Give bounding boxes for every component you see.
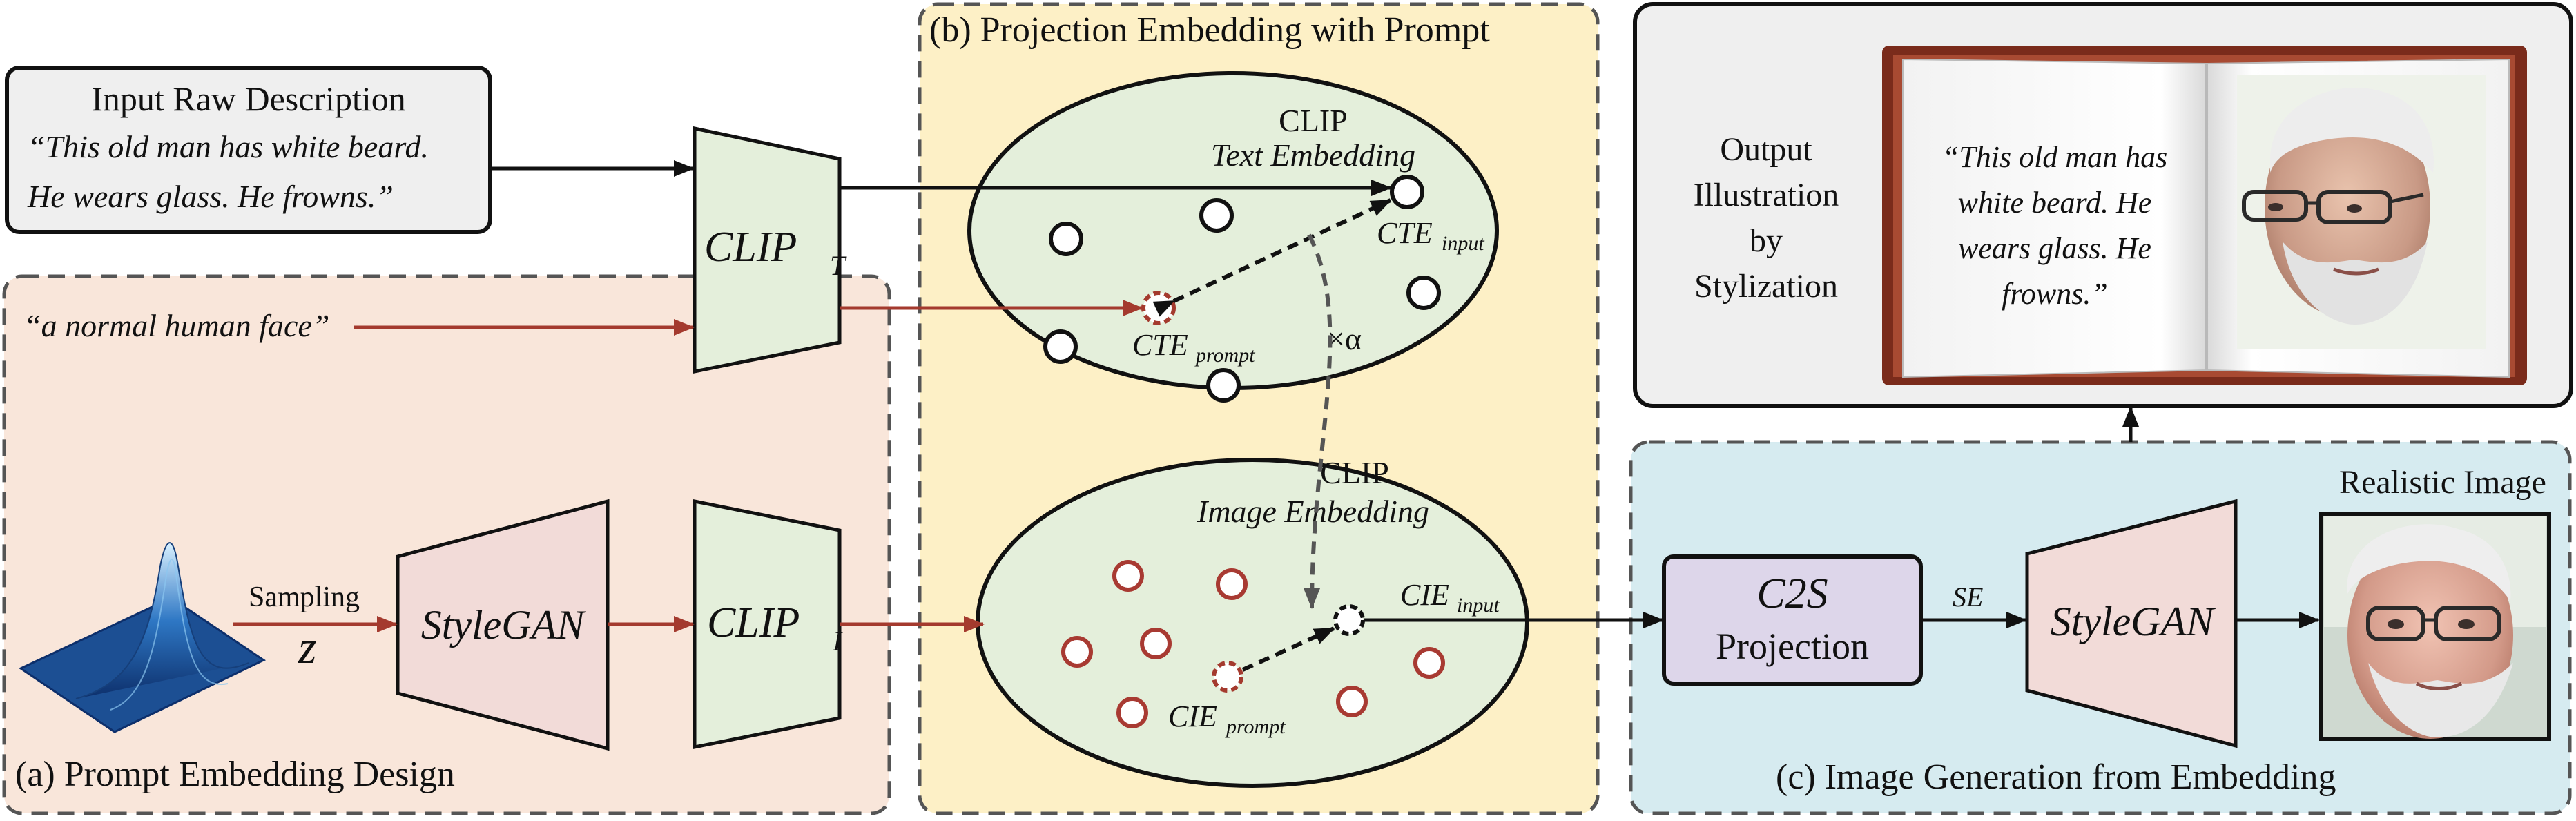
clip-image-encoder: CLIP I	[693, 499, 843, 750]
storybook-image: “This old man has white beard. He wears …	[1882, 46, 2527, 385]
text-embedding-point	[1206, 368, 1241, 403]
alpha-label: ×α	[1327, 321, 1362, 356]
projection-label: Projection	[1716, 626, 1869, 667]
panel-c-title: (c) Image Generation from Embedding	[1776, 757, 2336, 797]
gaussian-distribution-icon	[18, 542, 267, 733]
se-label: SE	[1953, 581, 1983, 612]
book-quote-line-4: frowns.”	[2002, 277, 2108, 311]
text-embedding-subtitle: Text Embedding	[1211, 137, 1415, 173]
image-embedding-point	[1112, 560, 1144, 592]
image-embedding-point	[1216, 568, 1248, 600]
latent-z-label: z	[298, 621, 316, 673]
panel-b-title: (b) Projection Embedding with Prompt	[929, 10, 1490, 50]
text-embedding-point	[1043, 329, 1078, 364]
clip-t-subscript: T	[830, 250, 847, 281]
c2s-projection-block: C2S Projection	[1662, 554, 1923, 686]
cie-input-point	[1333, 604, 1365, 636]
flow-arrows	[233, 160, 2320, 672]
book-quote-line-2: white beard. He	[1958, 186, 2152, 220]
cie-input-subscript: input	[1457, 594, 1500, 617]
book-quote-line-1: “This old man has	[1942, 140, 2167, 174]
cie-prompt-label: CIE	[1168, 699, 1217, 733]
book-quote-line-3: wears glass. He	[1958, 231, 2151, 265]
image-embedding-point	[1140, 628, 1172, 659]
input-text-line-2: He wears glass. He frowns.”	[27, 179, 394, 214]
output-label-line-2: Illustration	[1694, 177, 1839, 213]
panel-a-title: (a) Prompt Embedding Design	[15, 755, 455, 794]
text-embedding-point	[1406, 276, 1441, 310]
realistic-image-label: Realistic Image	[2339, 464, 2546, 501]
text-embedding-title: CLIP	[1279, 103, 1348, 138]
cte-input-subscript: input	[1442, 232, 1484, 255]
cte-prompt-subscript: prompt	[1194, 344, 1255, 367]
sampling-label: Sampling	[249, 581, 360, 613]
image-embedding-point	[1413, 647, 1445, 679]
cie-prompt-point	[1212, 661, 1243, 693]
realistic-face-image	[2319, 512, 2551, 741]
clip-text-encoder: CLIP T	[693, 126, 847, 374]
image-embedding-subtitle: Image Embedding	[1197, 494, 1429, 529]
input-text-line-1: “This old man has white beard.	[28, 129, 429, 164]
stylegan-a-label: StyleGAN	[421, 602, 587, 648]
alpha-transfer-arrow	[1304, 233, 1333, 609]
stylegan-generator-a: StyleGAN	[396, 499, 610, 751]
input-box-title: Input Raw Description	[91, 79, 405, 118]
cte-difference-arrow	[1152, 198, 1392, 317]
output-label-line-1: Output	[1720, 131, 1812, 168]
clip-i-label: CLIP	[707, 599, 800, 646]
output-label-line-3: by	[1750, 222, 1783, 259]
clip-t-label: CLIP	[704, 224, 797, 271]
stylegan-c-label: StyleGAN	[2051, 599, 2216, 644]
cie-prompt-subscript: prompt	[1225, 715, 1286, 738]
image-embedding-point	[1336, 686, 1368, 717]
stylegan-generator-c: StyleGAN	[2025, 499, 2238, 748]
cte-prompt-label: CTE	[1132, 328, 1188, 362]
output-label-line-4: Stylization	[1694, 268, 1838, 305]
cie-input-label: CIE	[1400, 578, 1449, 612]
image-embedding-point	[1061, 636, 1093, 668]
cte-input-point	[1390, 175, 1424, 209]
text-embedding-point	[1199, 198, 1234, 233]
input-description-box: Input Raw Description “This old man has …	[5, 66, 492, 234]
image-embedding-point	[1116, 697, 1148, 728]
image-embedding-space: CLIP Image Embedding CIE input CIE promp…	[976, 455, 1529, 788]
image-embedding-title: CLIP	[1320, 455, 1389, 490]
cte-input-label: CTE	[1377, 216, 1433, 250]
cte-prompt-point	[1141, 291, 1176, 325]
clip-i-subscript: I	[832, 626, 843, 657]
stylized-face-illustration	[2237, 75, 2486, 349]
c2s-label: C2S	[1756, 570, 1828, 617]
prompt-text: “a normal human face”	[23, 308, 329, 343]
text-embedding-point	[1049, 222, 1083, 256]
